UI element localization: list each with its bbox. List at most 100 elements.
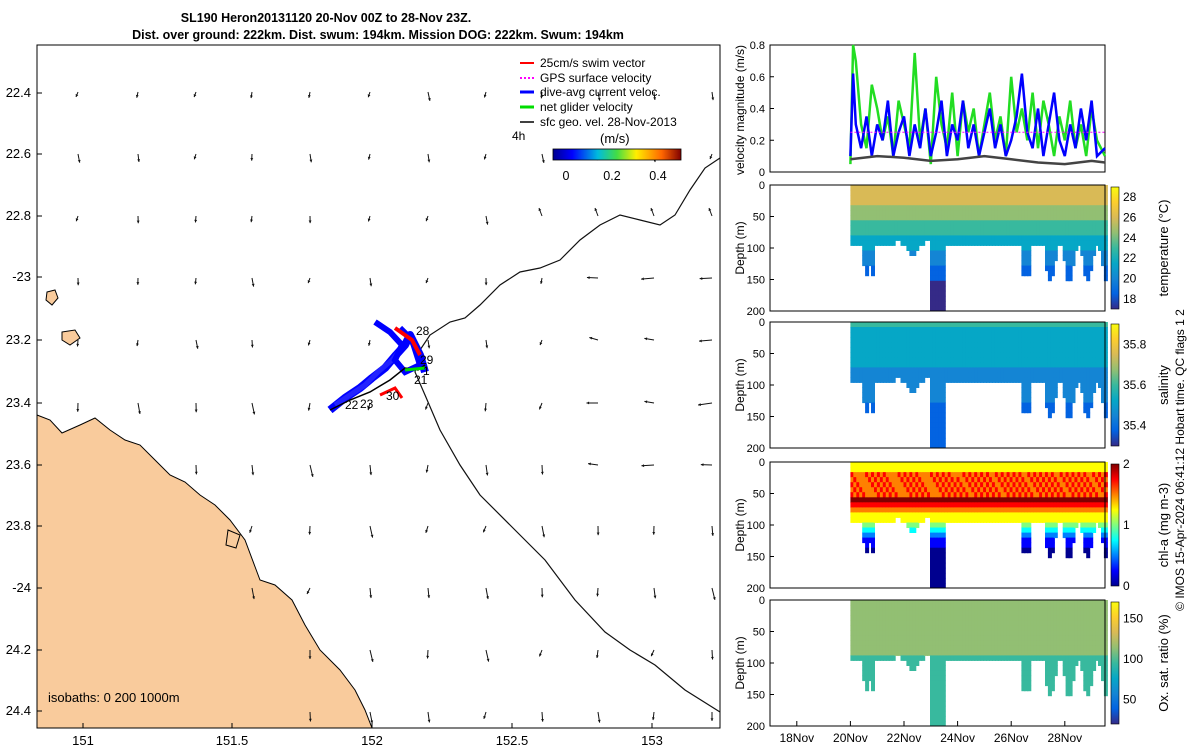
oxygen-cell xyxy=(1042,615,1046,621)
temperature-cell xyxy=(991,185,996,191)
salinity-cell xyxy=(915,382,920,388)
salinity-cell xyxy=(1036,322,1041,328)
temperature-cell xyxy=(947,205,952,211)
oxygen-cell xyxy=(900,645,905,651)
salinity-cell xyxy=(1103,387,1108,393)
salinity-cell xyxy=(888,357,893,363)
temperature-cell xyxy=(879,235,884,241)
chl-a-cell xyxy=(941,557,946,564)
oxygen-cell xyxy=(994,625,999,631)
oxygen-cell xyxy=(888,605,893,611)
chl-a-cell xyxy=(1039,512,1044,518)
chl-a-cell xyxy=(915,522,920,528)
salinity-cell xyxy=(1074,382,1079,388)
oxygen-cell xyxy=(871,670,875,677)
oxygen-cell xyxy=(1018,640,1023,646)
oxygen-cell xyxy=(991,615,996,621)
oxygen-cell xyxy=(930,700,934,707)
salinity-cell xyxy=(918,372,923,378)
chl-a-cell xyxy=(980,517,985,523)
oxygen-cell xyxy=(959,630,964,636)
oxygen-cell xyxy=(980,650,985,656)
temperature-cell xyxy=(941,240,946,246)
temperature-cell xyxy=(888,200,893,206)
salinity-cell xyxy=(1056,332,1061,338)
chl-a-cell xyxy=(1071,482,1076,488)
temperature-cell xyxy=(986,225,990,231)
oxygen-cell xyxy=(1000,615,1005,621)
salinity-cell xyxy=(903,362,908,368)
oxygen-cell xyxy=(986,640,990,646)
oxygen-cell xyxy=(871,640,875,646)
oxygen-cell xyxy=(1065,685,1070,692)
oxygen-cell xyxy=(1033,645,1038,651)
temperature-cell xyxy=(1056,240,1061,246)
chl-a-cell xyxy=(941,487,946,493)
day-label: 29 xyxy=(420,353,434,367)
oxygen-cell xyxy=(894,620,899,626)
temperature-cell xyxy=(994,210,999,216)
temperature-cell xyxy=(1039,210,1044,216)
salinity-cell xyxy=(856,347,861,353)
temperature-cell xyxy=(868,185,873,191)
chl-a-cell xyxy=(915,472,920,478)
salinity-cell xyxy=(894,332,899,338)
chl-a-cell xyxy=(991,497,996,503)
chl-a-cell xyxy=(924,477,929,483)
chl-a-cell xyxy=(1024,542,1029,549)
salinity-cell xyxy=(1101,327,1105,333)
salinity-cell xyxy=(959,357,964,363)
temperature-cell xyxy=(1015,230,1020,236)
temperature-cell xyxy=(876,185,881,191)
temperature-cell xyxy=(897,200,902,206)
salinity-cell xyxy=(1039,352,1044,358)
chl-a-cell xyxy=(974,477,979,483)
chl-a-cell xyxy=(888,497,893,503)
salinity-cell xyxy=(947,332,952,338)
salinity-cell xyxy=(885,342,890,348)
temperature-cell xyxy=(941,185,946,191)
temperature-cell xyxy=(888,190,893,196)
temperature-cell xyxy=(888,205,893,211)
temperature-cell xyxy=(1089,235,1094,241)
oxygen-cell xyxy=(1009,610,1014,616)
chl-a-cell xyxy=(1065,547,1070,554)
oxygen-cell xyxy=(1039,645,1044,651)
oxygen-cell xyxy=(989,620,993,626)
oxygen-cell xyxy=(997,605,1002,611)
salinity-cell xyxy=(1071,392,1076,399)
salinity-cell xyxy=(1006,342,1011,348)
temperature-cell xyxy=(1098,220,1102,226)
temperature-cell xyxy=(924,190,929,196)
temperature-cell xyxy=(1000,190,1005,196)
temperature-cell xyxy=(1042,215,1046,221)
chl-a-cell xyxy=(930,522,934,528)
depth-tick-label: 50 xyxy=(753,489,765,501)
salinity-cell xyxy=(1101,322,1105,328)
chl-a-cell xyxy=(909,492,914,498)
chl-a-cell xyxy=(871,497,875,503)
salinity-cell xyxy=(1021,387,1026,393)
temperature-cell xyxy=(903,235,908,241)
oxygen-cell xyxy=(941,690,946,697)
salinity-cell xyxy=(1015,337,1020,343)
oxygen-cell xyxy=(1030,610,1035,616)
oxygen-cell xyxy=(1006,630,1011,636)
salinity-cell xyxy=(1053,337,1058,343)
chl-a-cell xyxy=(941,462,946,468)
temperature-cell xyxy=(1042,220,1046,226)
salinity-cell xyxy=(1089,367,1094,373)
salinity-cell xyxy=(980,357,985,363)
salinity-cell xyxy=(921,362,926,368)
chl-a-cell xyxy=(965,492,970,498)
salinity-cell xyxy=(971,347,976,353)
oxygen-cell xyxy=(897,625,902,631)
salinity-cell xyxy=(1056,367,1061,373)
temperature-cell xyxy=(930,265,934,272)
temperature-cell xyxy=(1033,230,1038,236)
oxygen-cell xyxy=(1068,615,1073,621)
oxygen-cell xyxy=(968,630,973,636)
salinity-cell xyxy=(971,367,976,373)
chl-a-cell xyxy=(862,522,867,528)
temperature-cell xyxy=(876,225,881,231)
